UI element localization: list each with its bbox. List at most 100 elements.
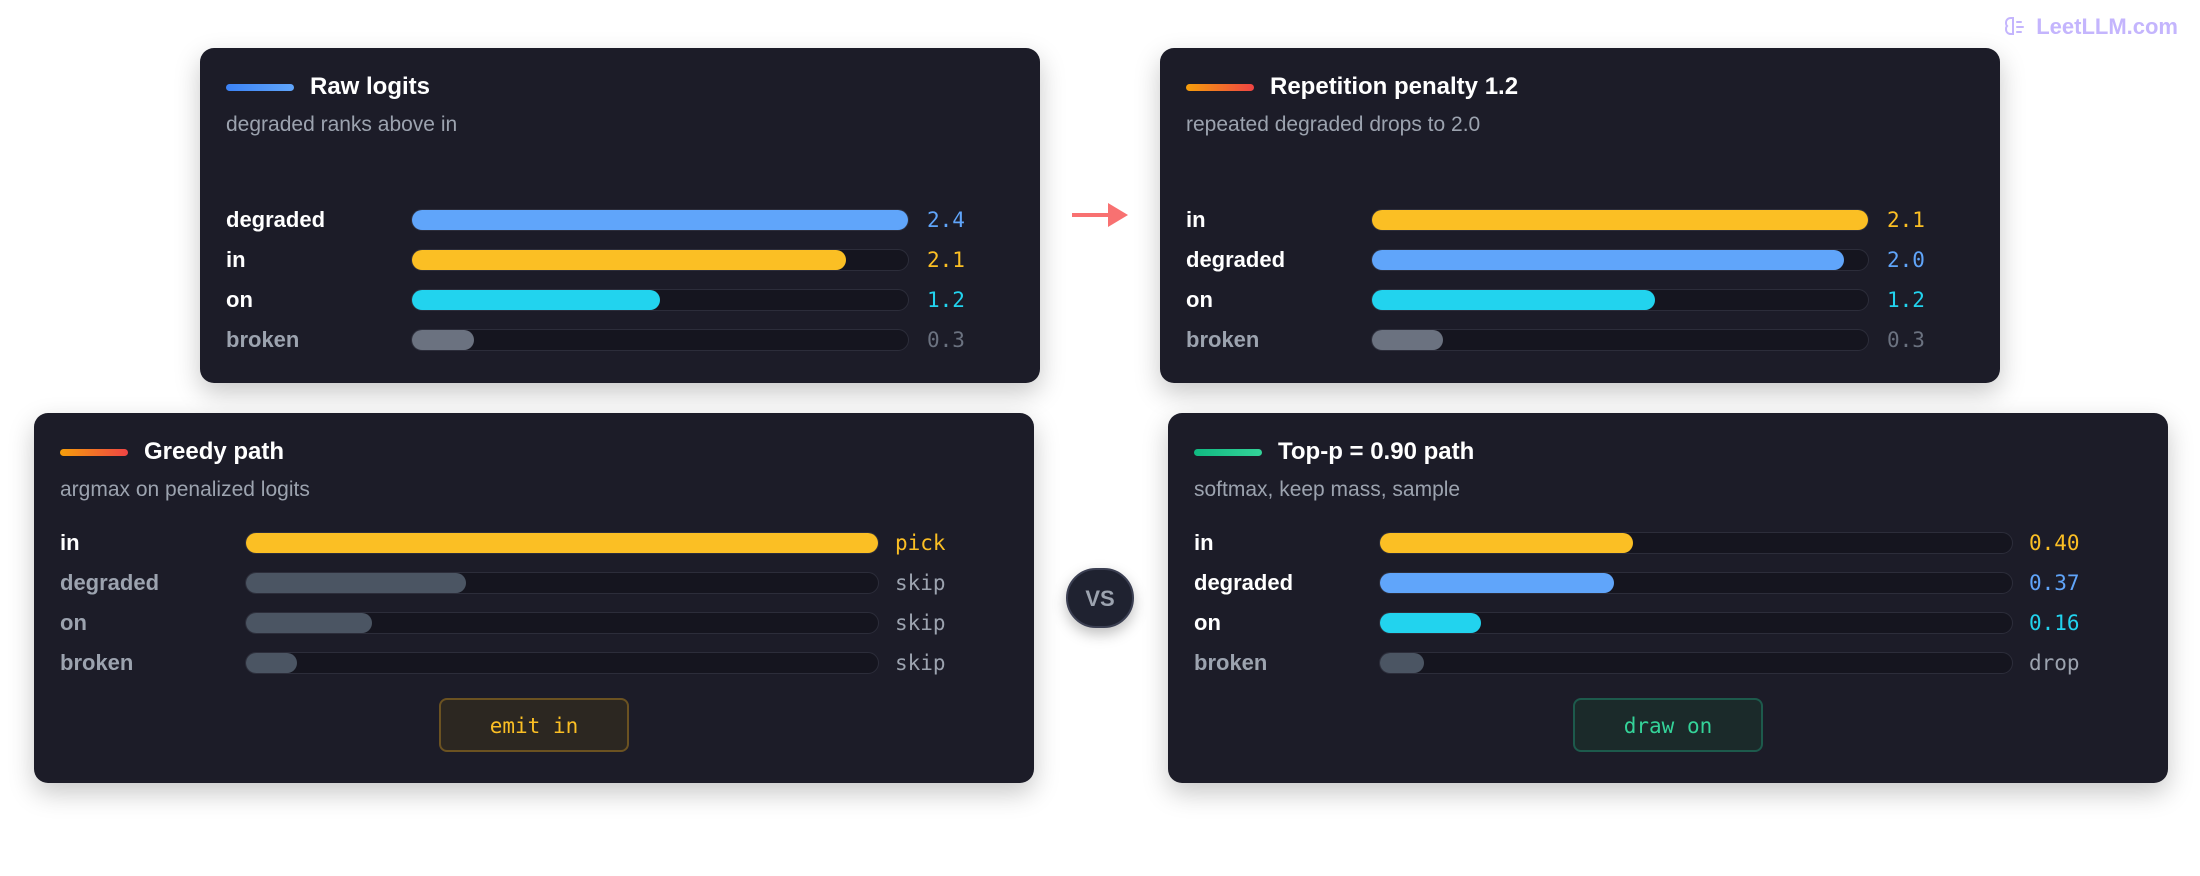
bar-list: in 0.40 degraded 0.37 on 0.16 broken drop	[1194, 523, 2168, 683]
token-label: broken	[226, 327, 300, 352]
value-label: 2.4	[927, 208, 965, 232]
arrow-head	[1108, 203, 1128, 227]
panel-title: Top-p = 0.90 path	[1278, 438, 1475, 465]
bar-fill	[412, 210, 908, 230]
bar-track	[245, 612, 879, 634]
token-label: broken	[60, 650, 134, 675]
bar-track	[411, 209, 909, 231]
panel-top-p-path: Top-p = 0.90 path softmax, keep mass, sa…	[1168, 413, 2168, 783]
value-label: 2.1	[1887, 208, 1925, 232]
token-label: degraded	[1186, 247, 1286, 272]
value-label: skip	[895, 611, 946, 635]
emit-token-badge: emit in	[439, 698, 629, 752]
accent-bar	[1194, 448, 1262, 456]
panel-subtitle: repeated degraded drops to 2.0	[1186, 113, 1481, 136]
draw-token-badge: draw on	[1573, 698, 1763, 752]
value-label: 2.0	[1887, 248, 1925, 272]
value-label: 0.3	[1887, 328, 1925, 352]
bar-row: on 1.2	[1186, 280, 2000, 320]
token-label: on	[1186, 287, 1213, 312]
bar-row: broken skip	[60, 643, 1034, 683]
bar-fill	[1372, 210, 1868, 230]
panel-title: Repetition penalty 1.2	[1270, 73, 1519, 100]
accent-bar	[226, 83, 294, 91]
token-label: on	[226, 287, 253, 312]
accent-bar	[60, 448, 128, 456]
bar-fill	[412, 330, 474, 350]
bar-fill	[1372, 250, 1845, 270]
bar-fill	[1372, 290, 1656, 310]
brand-text: LeetLLM.com	[2036, 14, 2178, 39]
value-label: 0.37	[2029, 571, 2080, 595]
bar-fill	[412, 290, 660, 310]
bar-list: degraded 2.4 in 2.1 on 1.2 broken 0.3	[226, 200, 1040, 360]
panel-header: Greedy path	[60, 438, 284, 466]
panel-subtitle: degraded ranks above in	[226, 113, 458, 136]
panel-raw-logits: Raw logits degraded ranks above in degra…	[200, 48, 1040, 383]
bar-track	[245, 532, 879, 554]
value-label: 1.2	[1887, 288, 1925, 312]
token-label: broken	[1194, 650, 1268, 675]
accent-bar	[1186, 83, 1254, 91]
bar-row: broken drop	[1194, 643, 2168, 683]
value-label: 2.1	[927, 248, 965, 272]
bar-row: degraded 2.0	[1186, 240, 2000, 280]
bar-fill	[1380, 653, 1425, 673]
bar-row: degraded skip	[60, 563, 1034, 603]
bar-track	[245, 652, 879, 674]
bar-track	[411, 249, 909, 271]
panel-title: Greedy path	[144, 438, 285, 465]
bar-row: in 0.40	[1194, 523, 2168, 563]
bar-fill	[246, 573, 466, 593]
panel-header: Repetition penalty 1.2	[1186, 73, 1518, 101]
value-label: 0.3	[927, 328, 965, 352]
token-label: in	[1186, 207, 1206, 232]
bar-track	[1379, 532, 2013, 554]
panel-greedy-path: Greedy path argmax on penalized logits i…	[34, 413, 1034, 783]
bar-row: on 0.16	[1194, 603, 2168, 643]
token-label: on	[1194, 610, 1221, 635]
bar-track	[1371, 249, 1869, 271]
bar-track	[1379, 572, 2013, 594]
bar-row: degraded 2.4	[226, 200, 1040, 240]
value-label: drop	[2029, 651, 2080, 675]
panel-title: Raw logits	[310, 73, 431, 100]
value-label: pick	[895, 531, 946, 555]
value-label: skip	[895, 651, 946, 675]
bar-list: in 2.1 degraded 2.0 on 1.2 broken 0.3	[1186, 200, 2000, 360]
bar-track	[411, 329, 909, 351]
bar-track	[411, 289, 909, 311]
right-arrow-icon	[1072, 203, 1128, 227]
token-label: in	[1194, 530, 1214, 555]
token-label: degraded	[226, 207, 326, 232]
panel-header: Raw logits	[226, 73, 430, 101]
bar-fill	[246, 613, 373, 633]
bar-row: degraded 0.37	[1194, 563, 2168, 603]
bar-track	[1371, 209, 1869, 231]
bar-row: broken 0.3	[1186, 320, 2000, 360]
token-label: broken	[1186, 327, 1260, 352]
bar-row: on 1.2	[226, 280, 1040, 320]
bar-fill	[1380, 533, 1633, 553]
bar-fill	[1380, 573, 1614, 593]
bar-fill	[246, 533, 878, 553]
bar-row: in 2.1	[226, 240, 1040, 280]
bar-track	[1379, 612, 2013, 634]
bar-list: in pick degraded skip on skip broken skip	[60, 523, 1034, 683]
bar-track	[1379, 652, 2013, 674]
panel-header: Top-p = 0.90 path	[1194, 438, 1474, 466]
brain-icon	[2005, 17, 2025, 35]
bar-fill	[412, 250, 846, 270]
token-label: degraded	[60, 570, 160, 595]
bar-row: on skip	[60, 603, 1034, 643]
bar-fill	[246, 653, 298, 673]
token-label: on	[60, 610, 87, 635]
bar-track	[245, 572, 879, 594]
value-label: skip	[895, 571, 946, 595]
panel-repetition-penalty: Repetition penalty 1.2 repeated degraded…	[1160, 48, 2000, 383]
token-label: in	[60, 530, 80, 555]
panel-subtitle: softmax, keep mass, sample	[1194, 478, 1461, 501]
bar-row: broken 0.3	[226, 320, 1040, 360]
bar-track	[1371, 329, 1869, 351]
bar-track	[1371, 289, 1869, 311]
